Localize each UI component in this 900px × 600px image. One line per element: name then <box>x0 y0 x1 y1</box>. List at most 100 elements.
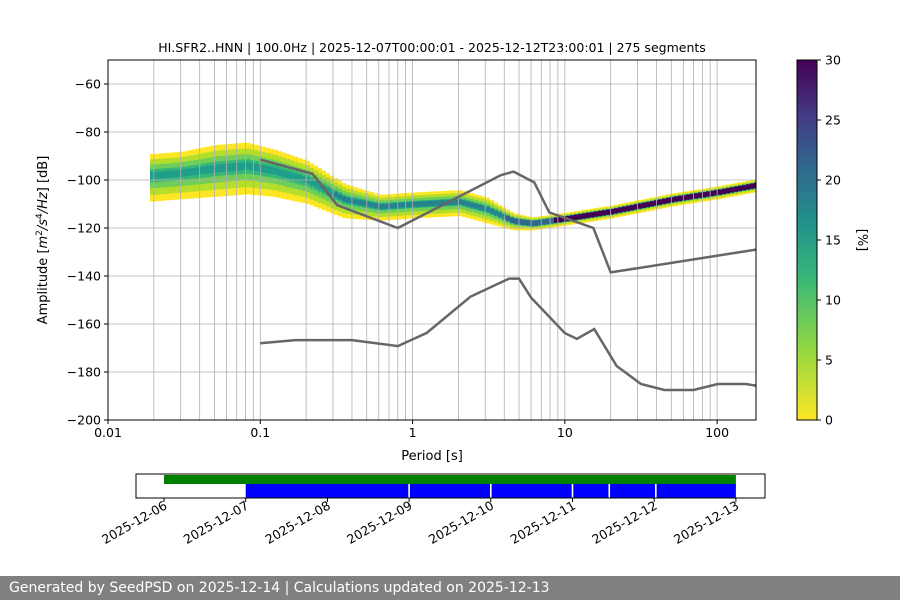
density-cell <box>518 219 522 225</box>
density-cell <box>538 219 542 226</box>
date-tick-label: 2025-12-09 <box>344 498 414 547</box>
density-cell <box>342 196 346 202</box>
density-cell <box>646 201 650 208</box>
density-cell <box>182 169 186 177</box>
density-cell <box>414 202 418 207</box>
density-cell <box>682 195 686 201</box>
density-cell <box>746 184 750 190</box>
ppsd-chart: HI.SFR2..HNN | 100.0Hz | 2025-12-07T00:0… <box>35 40 869 547</box>
density-cell <box>494 210 498 216</box>
psd-density <box>150 142 756 231</box>
density-cell <box>374 203 378 208</box>
density-cell <box>390 203 394 209</box>
date-tick-label: 2025-12-13 <box>671 498 741 547</box>
density-cell <box>406 202 410 207</box>
density-cell <box>590 212 594 218</box>
density-cell <box>194 167 198 176</box>
density-cell <box>262 165 266 173</box>
y-axis-label: Amplitude [m2/s4/Hz] [dB] <box>35 156 51 325</box>
density-cell <box>510 217 514 223</box>
density-cell <box>658 199 662 205</box>
colorbar-tick-label: 10 <box>825 293 841 308</box>
colorbar-tick-label: 0 <box>825 413 833 428</box>
y-tick-label: −120 <box>67 221 101 236</box>
density-cell <box>442 200 446 205</box>
density-cell <box>670 197 674 203</box>
date-tick-label: 2025-12-11 <box>508 498 578 547</box>
density-cell <box>610 209 614 215</box>
density-cell <box>582 213 586 219</box>
data-gap <box>571 484 574 498</box>
density-cell <box>418 201 422 207</box>
density-cell <box>398 203 402 208</box>
density-cell <box>578 214 582 220</box>
density-cell <box>438 200 442 206</box>
density-cell <box>554 217 558 223</box>
density-cell <box>634 204 638 210</box>
colorbar-tick-label: 5 <box>825 353 833 368</box>
density-cell <box>242 162 246 171</box>
density-cell <box>526 220 530 226</box>
density-cell <box>574 214 578 220</box>
x-tick-label: 100 <box>705 425 729 440</box>
data-gap <box>608 484 611 498</box>
density-cell <box>626 205 630 212</box>
density-cell <box>238 162 242 171</box>
density-cell <box>354 199 358 204</box>
density-cell <box>470 202 474 208</box>
density-cell <box>330 189 334 196</box>
density-cell <box>366 201 370 207</box>
density-cell <box>334 192 338 197</box>
density-cell <box>686 194 690 200</box>
density-cell <box>218 164 222 173</box>
x-ticks: 0.01 0.1 1 10 100 <box>94 420 729 440</box>
density-cell <box>234 163 238 171</box>
density-cell <box>254 163 258 172</box>
density-cell <box>402 202 406 208</box>
density-cell <box>690 193 694 200</box>
x-tick-label: 0.01 <box>94 425 122 440</box>
density-cell <box>382 204 386 209</box>
density-cell <box>550 218 554 224</box>
density-cell <box>410 202 414 207</box>
y-tick-label: −180 <box>67 365 101 380</box>
colorbar <box>796 59 818 421</box>
density-cell <box>562 216 566 222</box>
density-cell <box>422 201 426 206</box>
density-cell <box>726 188 730 194</box>
density-cell <box>190 168 194 176</box>
date-tick-label: 2025-12-06 <box>99 498 169 547</box>
y-tick-label: −100 <box>67 173 101 188</box>
density-cell <box>214 164 218 173</box>
density-cell <box>174 170 178 178</box>
density-cell <box>246 162 250 170</box>
noise-models <box>259 158 756 392</box>
density-cell <box>186 168 190 177</box>
colorbar-tick-label: 20 <box>825 173 841 188</box>
density-cell <box>598 210 602 217</box>
density-cell <box>482 206 486 211</box>
density-cell <box>622 206 626 212</box>
density-cell <box>466 201 470 207</box>
density-cell <box>546 218 550 224</box>
density-cell <box>534 220 538 226</box>
density-cell <box>698 192 702 198</box>
density-cell <box>278 168 282 176</box>
date-tick-label: 2025-12-10 <box>426 498 496 547</box>
density-cell <box>530 220 534 226</box>
plot-frame <box>107 59 757 421</box>
density-cell <box>158 171 162 179</box>
density-cell <box>514 218 518 224</box>
date-tick-label: 2025-12-07 <box>181 498 251 547</box>
density-cell <box>318 183 322 190</box>
density-cell <box>430 201 434 206</box>
density-cell <box>458 199 462 205</box>
density-cell <box>386 203 390 209</box>
y-tick-label: −140 <box>67 269 101 284</box>
y-ticks: −200 −180 −160 −140 −120 −100 −80 −60 <box>67 77 108 428</box>
available-data-bar <box>164 475 736 484</box>
density-cell <box>638 203 642 209</box>
density-cell <box>378 204 382 209</box>
density-cell <box>298 174 302 182</box>
density-cell <box>630 205 634 211</box>
